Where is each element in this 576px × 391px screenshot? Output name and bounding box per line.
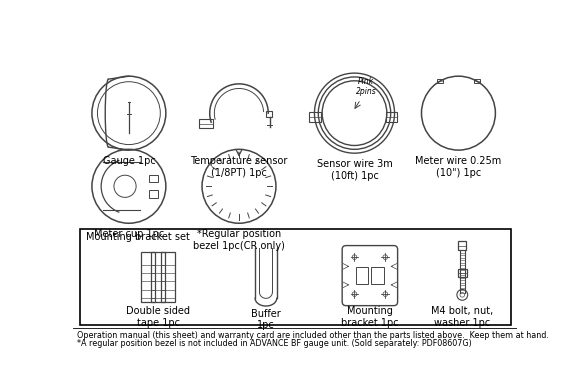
Bar: [458, 269, 467, 277]
Bar: [386, 112, 397, 122]
Text: Pink
2pins: Pink 2pins: [355, 77, 376, 96]
Text: Mounting
bracket 1pc: Mounting bracket 1pc: [341, 307, 399, 328]
Text: Double sided
tape 1pc: Double sided tape 1pc: [126, 307, 190, 328]
Bar: [79, 229, 511, 325]
Bar: [372, 267, 384, 284]
Text: M4 bolt, nut,
washer 1pc: M4 bolt, nut, washer 1pc: [431, 307, 494, 328]
Bar: [151, 252, 165, 302]
Bar: [458, 241, 466, 250]
Text: *A regular position bezel is not included in ADVANCE BF gauge unit. (Sold separa: *A regular position bezel is not include…: [77, 339, 471, 348]
Bar: [266, 111, 272, 117]
Text: Gauge 1pc: Gauge 1pc: [103, 156, 156, 166]
Bar: [141, 252, 155, 302]
Bar: [356, 267, 368, 284]
Bar: [437, 79, 443, 83]
Text: Operation manual (this sheet) and warranty card are included other than the part: Operation manual (this sheet) and warran…: [77, 331, 548, 340]
Text: Temperature sensor
(1/8PT) 1pc: Temperature sensor (1/8PT) 1pc: [190, 156, 287, 178]
Bar: [161, 252, 175, 302]
Bar: [149, 190, 158, 198]
Bar: [474, 79, 480, 83]
Text: Sensor wire 3m
(10ft) 1pc: Sensor wire 3m (10ft) 1pc: [317, 160, 392, 181]
Text: Buffer
1pc: Buffer 1pc: [251, 309, 281, 330]
Text: *Regular position
bezel 1pc(CR only): *Regular position bezel 1pc(CR only): [193, 230, 285, 251]
Text: Meter cup 1pc: Meter cup 1pc: [94, 230, 164, 239]
Bar: [309, 112, 321, 122]
Bar: [149, 175, 158, 183]
Text: Mounting bracket set: Mounting bracket set: [86, 232, 190, 242]
Text: Meter wire 0.25m
(10") 1pc: Meter wire 0.25m (10") 1pc: [415, 156, 502, 178]
Bar: [199, 119, 213, 128]
